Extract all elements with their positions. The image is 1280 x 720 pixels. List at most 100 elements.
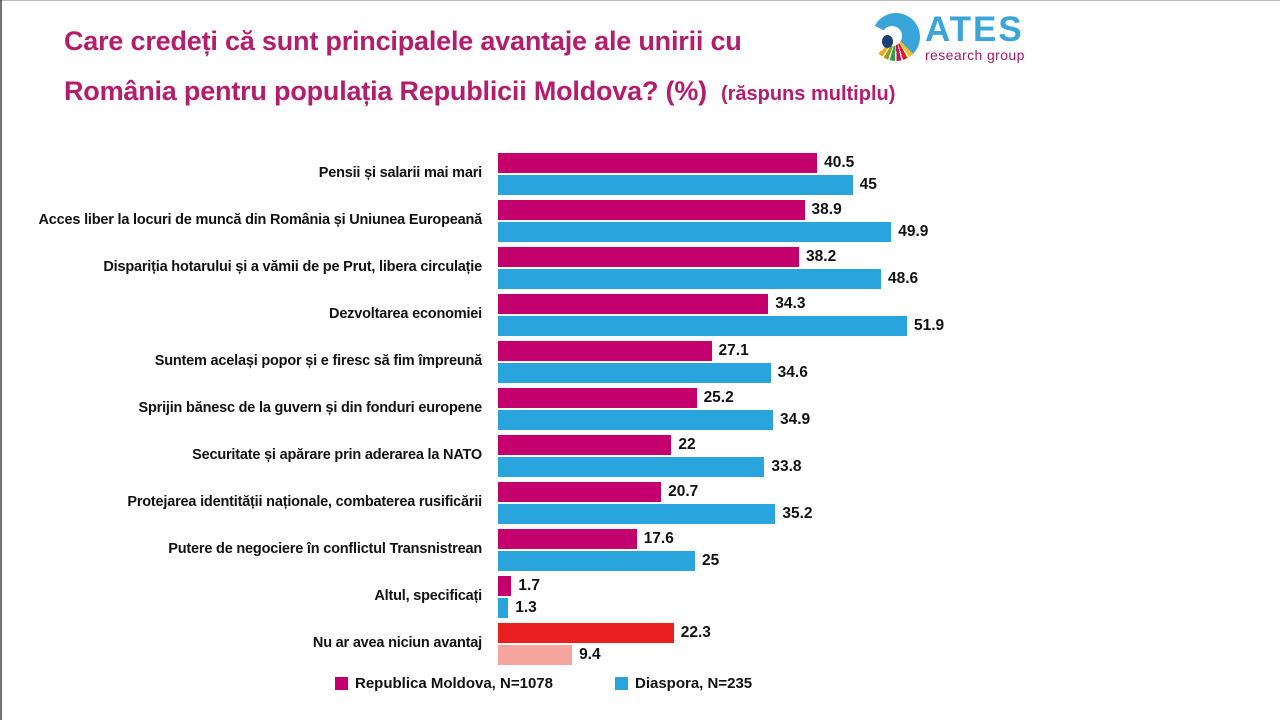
value-label: 1.3 [515,599,537,616]
value-label: 38.2 [806,248,837,265]
category-bars: 38.2 48.6 [498,247,918,289]
category-label: Securitate și apărare prin aderarea la N… [192,447,482,464]
category-bars: 34.3 51.9 [498,294,944,336]
chart-title: Care credeți că sunt principalele avanta… [64,16,895,119]
bar-line: 25 [498,551,719,571]
value-label: 22 [678,436,696,453]
category-bars: 17.6 25 [498,529,719,571]
value-label: 25 [702,552,720,569]
chart-title-line2: România pentru populația Republicii Mold… [64,76,707,106]
bar-line: 49.9 [498,222,928,242]
bar-diaspora [498,269,881,289]
value-label: 45 [859,176,877,193]
bar-line: 34.3 [498,294,944,314]
value-label: 17.6 [643,530,674,547]
category-row: Acces liber la locuri de muncă din Român… [39,200,944,242]
value-label: 27.1 [718,342,749,359]
bar-republica-moldova [498,200,805,220]
category-bars: 22 33.8 [498,435,802,477]
ates-logo: ATES research group [872,10,1025,63]
bar-line: 1.7 [498,576,540,596]
value-label: 48.6 [887,270,919,287]
bar-line: 38.9 [498,200,928,220]
category-row: Putere de negociere în conflictul Transn… [40,529,944,571]
bar-diaspora [498,175,853,195]
category-bars: 38.9 49.9 [498,200,928,242]
category-bars: 40.5 45 [498,153,877,195]
legend-swatch-icon [614,677,628,690]
category-label: Sprijin bănesc de la guvern și din fondu… [138,400,483,417]
category-row: Securitate și apărare prin aderarea la N… [40,435,944,477]
grouped-bar-chart: Pensii și salarii mai mari 40.5 45 Acces li… [39,153,944,670]
bar-line: 34.6 [498,363,808,383]
category-label: Dispariția hotarului și a vămii de pe Pr… [103,259,482,276]
value-label: 35.2 [782,505,813,522]
ates-segmented-ring-icon [872,13,920,61]
bar-diaspora [498,316,907,336]
category-label: Suntem același popor și e firesc să fim … [154,353,482,370]
bar-republica-moldova [498,247,800,267]
bar-line: 9.4 [498,645,711,665]
category-bars: 25.2 34.9 [498,388,810,430]
legend-label: Republica Moldova, N=1078 [355,675,553,692]
category-label: Putere de negociere în conflictul Transn… [168,541,482,558]
category-row: Dispariția hotarului și a vămii de pe Pr… [40,247,944,289]
legend-label: Diaspora, N=235 [634,675,753,692]
category-bars: 20.7 35.2 [498,482,813,524]
value-label: 51.9 [913,317,945,334]
bar-diaspora [498,410,773,430]
category-label: Altul, specificați [374,588,482,605]
bar-line: 35.2 [498,504,813,524]
bar-line: 27.1 [498,341,808,361]
bar-republica-moldova [498,388,697,408]
bar-line: 40.5 [498,153,877,173]
ates-logo-text: ATES research group [925,10,1025,63]
legend-item: Republica Moldova, N=1078 [335,675,553,692]
chart-title-line1: Care credeți că sunt principalele avanta… [64,26,742,56]
ates-logo-name: ATES [925,10,1024,49]
category-row: Pensii și salarii mai mari 40.5 45 [40,153,944,195]
category-row: Sprijin bănesc de la guvern și din fondu… [40,388,944,430]
category-label: Pensii și salarii mai mari [318,165,482,182]
category-row: Suntem același popor și e firesc să fim … [40,341,944,383]
bar-diaspora [498,551,695,571]
bar-line: 45 [498,175,877,195]
bar-republica-moldova [498,623,674,643]
legend-swatch-icon [335,677,348,690]
category-bars: 1.7 1.3 [498,576,540,618]
value-label: 49.9 [898,223,929,240]
category-label: Dezvoltarea economiei [329,306,482,323]
value-label: 33.8 [771,458,802,475]
category-row: Protejarea identității naționale, combat… [40,482,944,524]
bar-diaspora [498,504,776,524]
value-label: 1.7 [518,577,540,594]
bar-republica-moldova [498,341,712,361]
bar-diaspora [498,363,771,383]
bar-republica-moldova [498,435,672,455]
category-bars: 27.1 34.6 [498,341,808,383]
category-label: Nu ar avea niciun avantaj [312,635,482,652]
bar-republica-moldova [498,153,818,173]
bar-line: 25.2 [498,388,810,408]
category-row: Altul, specificați 1.7 1.3 [40,576,944,618]
value-label: 9.4 [579,646,601,663]
value-label: 38.9 [811,201,842,218]
bar-line: 22 [498,435,802,455]
bar-line: 22.3 [498,623,711,643]
bar-line: 38.2 [498,247,918,267]
category-row: Dezvoltarea economiei 34.3 51.9 [40,294,944,336]
bar-line: 33.8 [498,457,802,477]
chart-legend: Republica Moldova, N=1078 Diaspora, N=235 [335,675,752,692]
chart-title-note: (răspuns multiplu) [720,83,896,105]
category-label: Protejarea identității naționale, combat… [127,494,482,511]
value-label: 34.3 [775,295,806,312]
bar-diaspora [498,222,892,242]
value-label: 34.9 [780,411,811,428]
bar-line: 34.9 [498,410,810,430]
bar-line: 17.6 [498,529,719,549]
category-bars: 22.3 9.4 [498,623,711,665]
category-row: Nu ar avea niciun avantaj 22.3 9.4 [40,623,944,665]
bar-line: 1.3 [498,598,540,618]
bar-republica-moldova [498,576,512,596]
